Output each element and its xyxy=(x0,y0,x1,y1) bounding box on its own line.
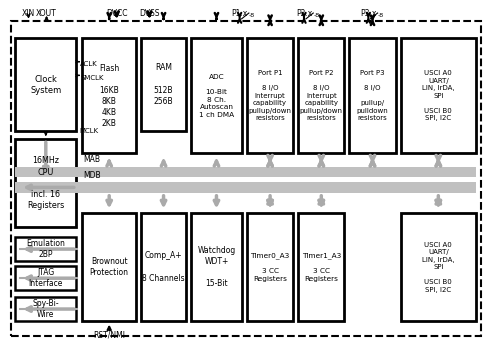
Bar xyxy=(348,39,395,153)
Text: Watchdog
WDT+

15-Bit: Watchdog WDT+ 15-Bit xyxy=(197,246,235,288)
Text: P2.x: P2.x xyxy=(295,9,311,18)
Text: MAB: MAB xyxy=(83,155,101,164)
Bar xyxy=(15,166,475,178)
Bar xyxy=(400,39,475,153)
Text: -8: -8 xyxy=(313,13,319,18)
Text: Clock
System: Clock System xyxy=(30,75,61,95)
Text: MCLK: MCLK xyxy=(80,128,99,134)
Text: USCI A0
UART/
LIN, IrDA,
SPI

USCI B0
SPI, I2C: USCI A0 UART/ LIN, IrDA, SPI USCI B0 SPI… xyxy=(421,70,454,121)
Bar xyxy=(246,213,293,321)
Text: Timer0_A3

3 CC
Registers: Timer0_A3 3 CC Registers xyxy=(250,252,289,282)
Text: SMCLK: SMCLK xyxy=(80,75,103,81)
Text: Brownout
Protection: Brownout Protection xyxy=(89,257,128,277)
Bar xyxy=(298,213,344,321)
Bar xyxy=(15,237,76,261)
Text: Comp_A+

8 Channels: Comp_A+ 8 Channels xyxy=(142,251,184,283)
Bar xyxy=(15,266,76,290)
Bar xyxy=(15,139,76,227)
Text: Port P2

8 I/O
Interrupt
capability
pullup/down
resistors: Port P2 8 I/O Interrupt capability pullu… xyxy=(299,70,342,121)
Bar xyxy=(141,213,185,321)
Bar xyxy=(15,182,475,193)
Text: Spy-Bi-
Wire: Spy-Bi- Wire xyxy=(32,299,59,319)
Bar xyxy=(15,297,76,321)
Text: RAM

512B
256B: RAM 512B 256B xyxy=(153,64,173,106)
Text: XIN: XIN xyxy=(22,9,35,18)
Text: Emulation
2BP: Emulation 2BP xyxy=(26,239,65,259)
Bar xyxy=(141,39,185,131)
Bar xyxy=(82,39,136,153)
Text: 16MHz
CPU

incl. 16
Registers: 16MHz CPU incl. 16 Registers xyxy=(27,157,64,210)
Text: MDB: MDB xyxy=(83,171,101,180)
Text: XOUT: XOUT xyxy=(36,9,57,18)
Text: USCI A0
UART/
LIN, IrDA,
SPI

USCI B0
SPI, I2C: USCI A0 UART/ LIN, IrDA, SPI USCI B0 SPI… xyxy=(421,241,454,293)
Bar xyxy=(15,39,76,131)
Text: -8: -8 xyxy=(377,13,383,18)
Text: ACLK: ACLK xyxy=(80,61,98,67)
Text: P3.x: P3.x xyxy=(360,9,376,18)
Text: Port P1

8 I/O
Interrupt
capability
pullup/down
resistors: Port P1 8 I/O Interrupt capability pullu… xyxy=(248,70,291,121)
Text: JTAG
Interface: JTAG Interface xyxy=(29,268,63,288)
Text: P1.x: P1.x xyxy=(231,9,247,18)
Text: ADC

10-Bit
8 Ch.
Autoscan
1 ch DMA: ADC 10-Bit 8 Ch. Autoscan 1 ch DMA xyxy=(199,74,234,118)
Bar xyxy=(190,213,242,321)
Bar xyxy=(298,39,344,153)
Text: RST/NMI: RST/NMI xyxy=(93,330,125,339)
Text: Timer1_A3

3 CC
Registers: Timer1_A3 3 CC Registers xyxy=(301,252,340,282)
Bar xyxy=(82,213,136,321)
Text: Port P3

8 I/O

pullup/
pulldown
resistors: Port P3 8 I/O pullup/ pulldown resistors xyxy=(356,70,387,121)
Text: Flash

16KB
8KB
4KB
2KB: Flash 16KB 8KB 4KB 2KB xyxy=(99,64,119,128)
Text: DVSS: DVSS xyxy=(139,9,160,18)
Text: -8: -8 xyxy=(248,13,255,18)
Bar xyxy=(246,39,293,153)
Bar xyxy=(400,213,475,321)
Text: DVCC: DVCC xyxy=(106,9,127,18)
Bar xyxy=(190,39,242,153)
